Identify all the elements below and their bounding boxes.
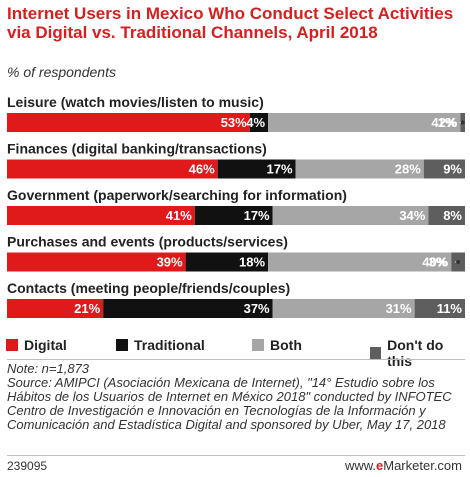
brand-prefix: www. [344, 458, 377, 473]
bar-segment [414, 299, 465, 318]
legend-item: Traditional [116, 337, 205, 353]
category-label: Purchases and events (products/services) [7, 234, 288, 250]
data-label: 53% [221, 115, 247, 130]
chart-subtitle: % of respondents [7, 64, 116, 80]
data-label: 28% [395, 162, 421, 177]
data-label: 31% [386, 301, 412, 316]
bar-segment [268, 113, 461, 132]
note-text: Note: n=1,873 [7, 361, 90, 376]
legend-swatch [6, 339, 18, 351]
legend-label: Don't do this [387, 337, 444, 369]
data-label: 3% [428, 255, 447, 270]
legend-item: Don't do this [370, 337, 466, 369]
data-label: 41% [166, 208, 192, 223]
data-label: 39% [157, 255, 183, 270]
legend-label: Traditional [134, 337, 205, 353]
bar-segment [185, 252, 269, 272]
data-label: 1% [438, 115, 457, 130]
bar-segment [295, 159, 424, 179]
data-label: 34% [399, 208, 425, 223]
bar-segment [272, 299, 415, 318]
data-label: 42% [431, 115, 457, 130]
category-label: Finances (digital banking/transactions) [7, 141, 267, 157]
bar-segment [7, 252, 186, 272]
bar-segment [268, 252, 452, 272]
footer-divider [7, 455, 465, 456]
data-label: 40% [422, 255, 448, 270]
data-label: 46% [189, 162, 215, 177]
emarketer-logo: www.eMarketer.com [345, 458, 462, 473]
data-label: 9% [443, 162, 462, 177]
chart-notes: Note: n=1,873 Source: AMIPCI (Asociación… [7, 362, 465, 432]
data-label: 8% [443, 208, 462, 223]
label-leader-dot [460, 120, 465, 125]
data-label: 21% [74, 301, 100, 316]
label-leader-dot [456, 260, 461, 264]
category-label: Contacts (meeting people/friends/couples… [7, 280, 290, 296]
brand-suffix: Marketer.com [383, 458, 462, 473]
bar-segment [423, 159, 465, 179]
bar-segment [7, 299, 104, 318]
data-label: 18% [239, 255, 265, 270]
chart-title: Internet Users in Mexico Who Conduct Sel… [7, 4, 454, 42]
data-label: 11% [437, 301, 463, 316]
bar-segment [7, 113, 250, 132]
bar-segment [103, 299, 273, 318]
category-label: Leisure (watch movies/listen to music) [7, 94, 264, 110]
legend-label: Digital [24, 337, 67, 353]
legend-item: Digital [6, 337, 67, 353]
legend-swatch [370, 347, 382, 359]
bar-segment [217, 159, 296, 179]
bar-segment [272, 206, 429, 225]
legend-label: Both [270, 337, 302, 353]
legend-swatch [116, 339, 128, 351]
chart-id: 239095 [7, 459, 48, 473]
bar-segment [194, 206, 273, 225]
bar-segment [249, 113, 269, 132]
source-text: Source: AMIPCI (Asociación Mexicana de I… [7, 375, 452, 432]
bar-segment [7, 206, 195, 225]
chart-legend: Digital Traditional Both Don't do this [6, 337, 466, 369]
brand-e: e [376, 458, 384, 473]
bar-segment [7, 159, 218, 179]
stacked-bar-chart: Leisure (watch movies/listen to music) 53… [7, 94, 465, 318]
bar-segment [428, 206, 465, 225]
category-label: Government (paperwork/searching for info… [7, 187, 347, 203]
notes-divider [7, 359, 465, 360]
legend-swatch [252, 339, 264, 351]
data-label: 37% [244, 301, 270, 316]
data-label: 17% [244, 208, 270, 223]
legend-item: Both [252, 337, 302, 353]
data-label: 17% [267, 162, 293, 177]
data-label: 4% [246, 115, 265, 130]
